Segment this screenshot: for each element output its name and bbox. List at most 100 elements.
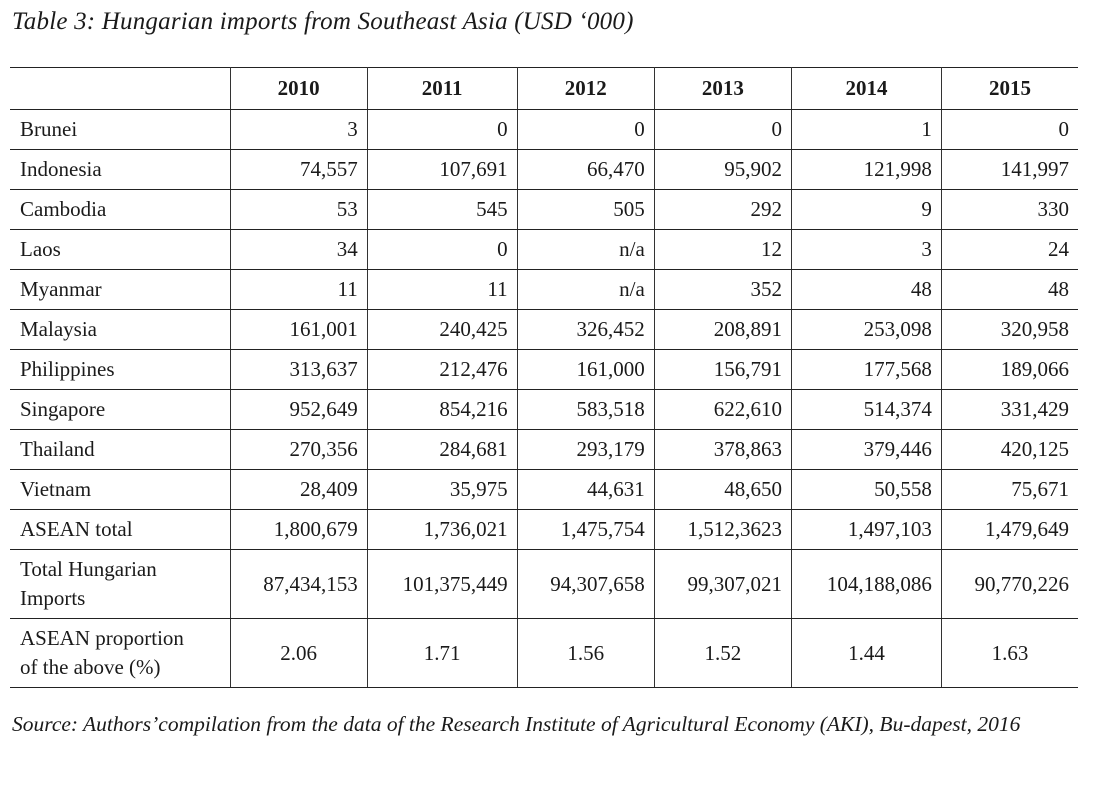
row-label: Singapore	[10, 389, 231, 430]
cell-value: 420,125	[940, 429, 1078, 470]
header-year: 2012	[516, 67, 655, 110]
cell-value: 3	[791, 229, 942, 270]
table-row: Malaysia 161,001 240,425 326,452 208,891 253,…	[10, 309, 1078, 350]
cell-value: 0	[366, 109, 518, 150]
cell-value: 161,000	[516, 349, 655, 390]
row-label: Myanmar	[10, 269, 231, 310]
table-caption: Table 3: Hungarian imports from Southeas…	[12, 8, 634, 35]
row-label-line: ASEAN proportion	[20, 626, 184, 650]
cell-value: n/a	[516, 229, 655, 270]
cell-value: 48,650	[653, 469, 793, 510]
proportion-row: ASEAN proportion of the above (%) 2.06 1.71…	[10, 618, 1078, 688]
cell-value: 141,997	[940, 149, 1078, 190]
cell-value: 53	[229, 189, 368, 230]
table-row: Cambodia 53 545 505 292 9 330	[10, 189, 1078, 230]
cell-value: 352	[653, 269, 793, 310]
cell-value: 75,671	[940, 469, 1078, 510]
header-corner	[10, 67, 231, 110]
cell-value: 1,512,3623	[653, 509, 793, 550]
cell-value: 156,791	[653, 349, 793, 390]
cell-value: n/a	[516, 269, 655, 310]
cell-value: 379,446	[791, 429, 942, 470]
header-year: 2011	[366, 67, 518, 110]
cell-value: 270,356	[229, 429, 368, 470]
header-row: 2010 2011 2012 2013 2014 2015	[10, 67, 1078, 110]
cell-value: 1.52	[653, 618, 793, 688]
cell-value: 12	[653, 229, 793, 270]
cell-value: 3	[229, 109, 368, 150]
row-label: ASEAN total	[10, 509, 231, 550]
cell-value: 1	[791, 109, 942, 150]
row-label: Malaysia	[10, 309, 231, 350]
cell-value: 952,649	[229, 389, 368, 430]
cell-value: 284,681	[366, 429, 518, 470]
cell-value: 90,770,226	[940, 549, 1078, 619]
cell-value: 50,558	[791, 469, 942, 510]
cell-value: 583,518	[516, 389, 655, 430]
table-row: Thailand 270,356 284,681 293,179 378,863 379,…	[10, 429, 1078, 470]
cell-value: 293,179	[516, 429, 655, 470]
cell-value: 11	[229, 269, 368, 310]
row-label-line: Total Hungarian	[20, 557, 157, 581]
cell-value: 1.56	[516, 618, 655, 688]
source-note: Source: Authors’compilation from the dat…	[12, 712, 1021, 736]
cell-value: 1,479,649	[940, 509, 1078, 550]
table-row: Brunei 3 0 0 0 1 0	[10, 109, 1078, 150]
total-row: Total Hungarian Imports 87,434,153 101,375,…	[10, 549, 1078, 619]
cell-value: 1,736,021	[366, 509, 518, 550]
cell-value: 48	[940, 269, 1078, 310]
cell-value: 24	[940, 229, 1078, 270]
cell-value: 99,307,021	[653, 549, 793, 619]
cell-value: 253,098	[791, 309, 942, 350]
cell-value: 87,434,153	[229, 549, 368, 619]
row-label: Vietnam	[10, 469, 231, 510]
row-label-line: Imports	[20, 586, 86, 610]
cell-value: 9	[791, 189, 942, 230]
cell-value: 240,425	[366, 309, 518, 350]
cell-value: 1,497,103	[791, 509, 942, 550]
row-label: Brunei	[10, 109, 231, 150]
cell-value: 330	[940, 189, 1078, 230]
cell-value: 161,001	[229, 309, 368, 350]
cell-value: 104,188,086	[791, 549, 942, 619]
row-label: Total Hungarian Imports	[10, 549, 231, 619]
table-row: Indonesia 74,557 107,691 66,470 95,902 121,99…	[10, 149, 1078, 190]
imports-table: 2010 2011 2012 2013 2014 2015 Brunei 3 0 0 0 1 0 Ind…	[10, 67, 1078, 688]
cell-value: 313,637	[229, 349, 368, 390]
row-label: ASEAN proportion of the above (%)	[10, 618, 231, 688]
header-year: 2015	[940, 67, 1078, 110]
cell-value: 11	[366, 269, 518, 310]
cell-value: 44,631	[516, 469, 655, 510]
cell-value: 545	[366, 189, 518, 230]
cell-value: 0	[653, 109, 793, 150]
cell-value: 0	[366, 229, 518, 270]
row-label-line: of the above (%)	[20, 655, 161, 679]
cell-value: 121,998	[791, 149, 942, 190]
cell-value: 622,610	[653, 389, 793, 430]
cell-value: 1.63	[940, 618, 1078, 688]
row-label: Thailand	[10, 429, 231, 470]
header-year: 2010	[229, 67, 368, 110]
cell-value: 292	[653, 189, 793, 230]
cell-value: 326,452	[516, 309, 655, 350]
cell-value: 177,568	[791, 349, 942, 390]
header-year: 2013	[653, 67, 793, 110]
cell-value: 94,307,658	[516, 549, 655, 619]
cell-value: 2.06	[229, 618, 368, 688]
cell-value: 34	[229, 229, 368, 270]
row-label: Laos	[10, 229, 231, 270]
cell-value: 101,375,449	[366, 549, 518, 619]
cell-value: 505	[516, 189, 655, 230]
row-label: Indonesia	[10, 149, 231, 190]
cell-value: 35,975	[366, 469, 518, 510]
cell-value: 74,557	[229, 149, 368, 190]
row-label: Cambodia	[10, 189, 231, 230]
cell-value: 1.44	[791, 618, 942, 688]
cell-value: 1.71	[366, 618, 518, 688]
cell-value: 107,691	[366, 149, 518, 190]
cell-value: 28,409	[229, 469, 368, 510]
table-row: Singapore 952,649 854,216 583,518 622,610 514…	[10, 389, 1078, 430]
cell-value: 378,863	[653, 429, 793, 470]
cell-value: 331,429	[940, 389, 1078, 430]
cell-value: 0	[516, 109, 655, 150]
